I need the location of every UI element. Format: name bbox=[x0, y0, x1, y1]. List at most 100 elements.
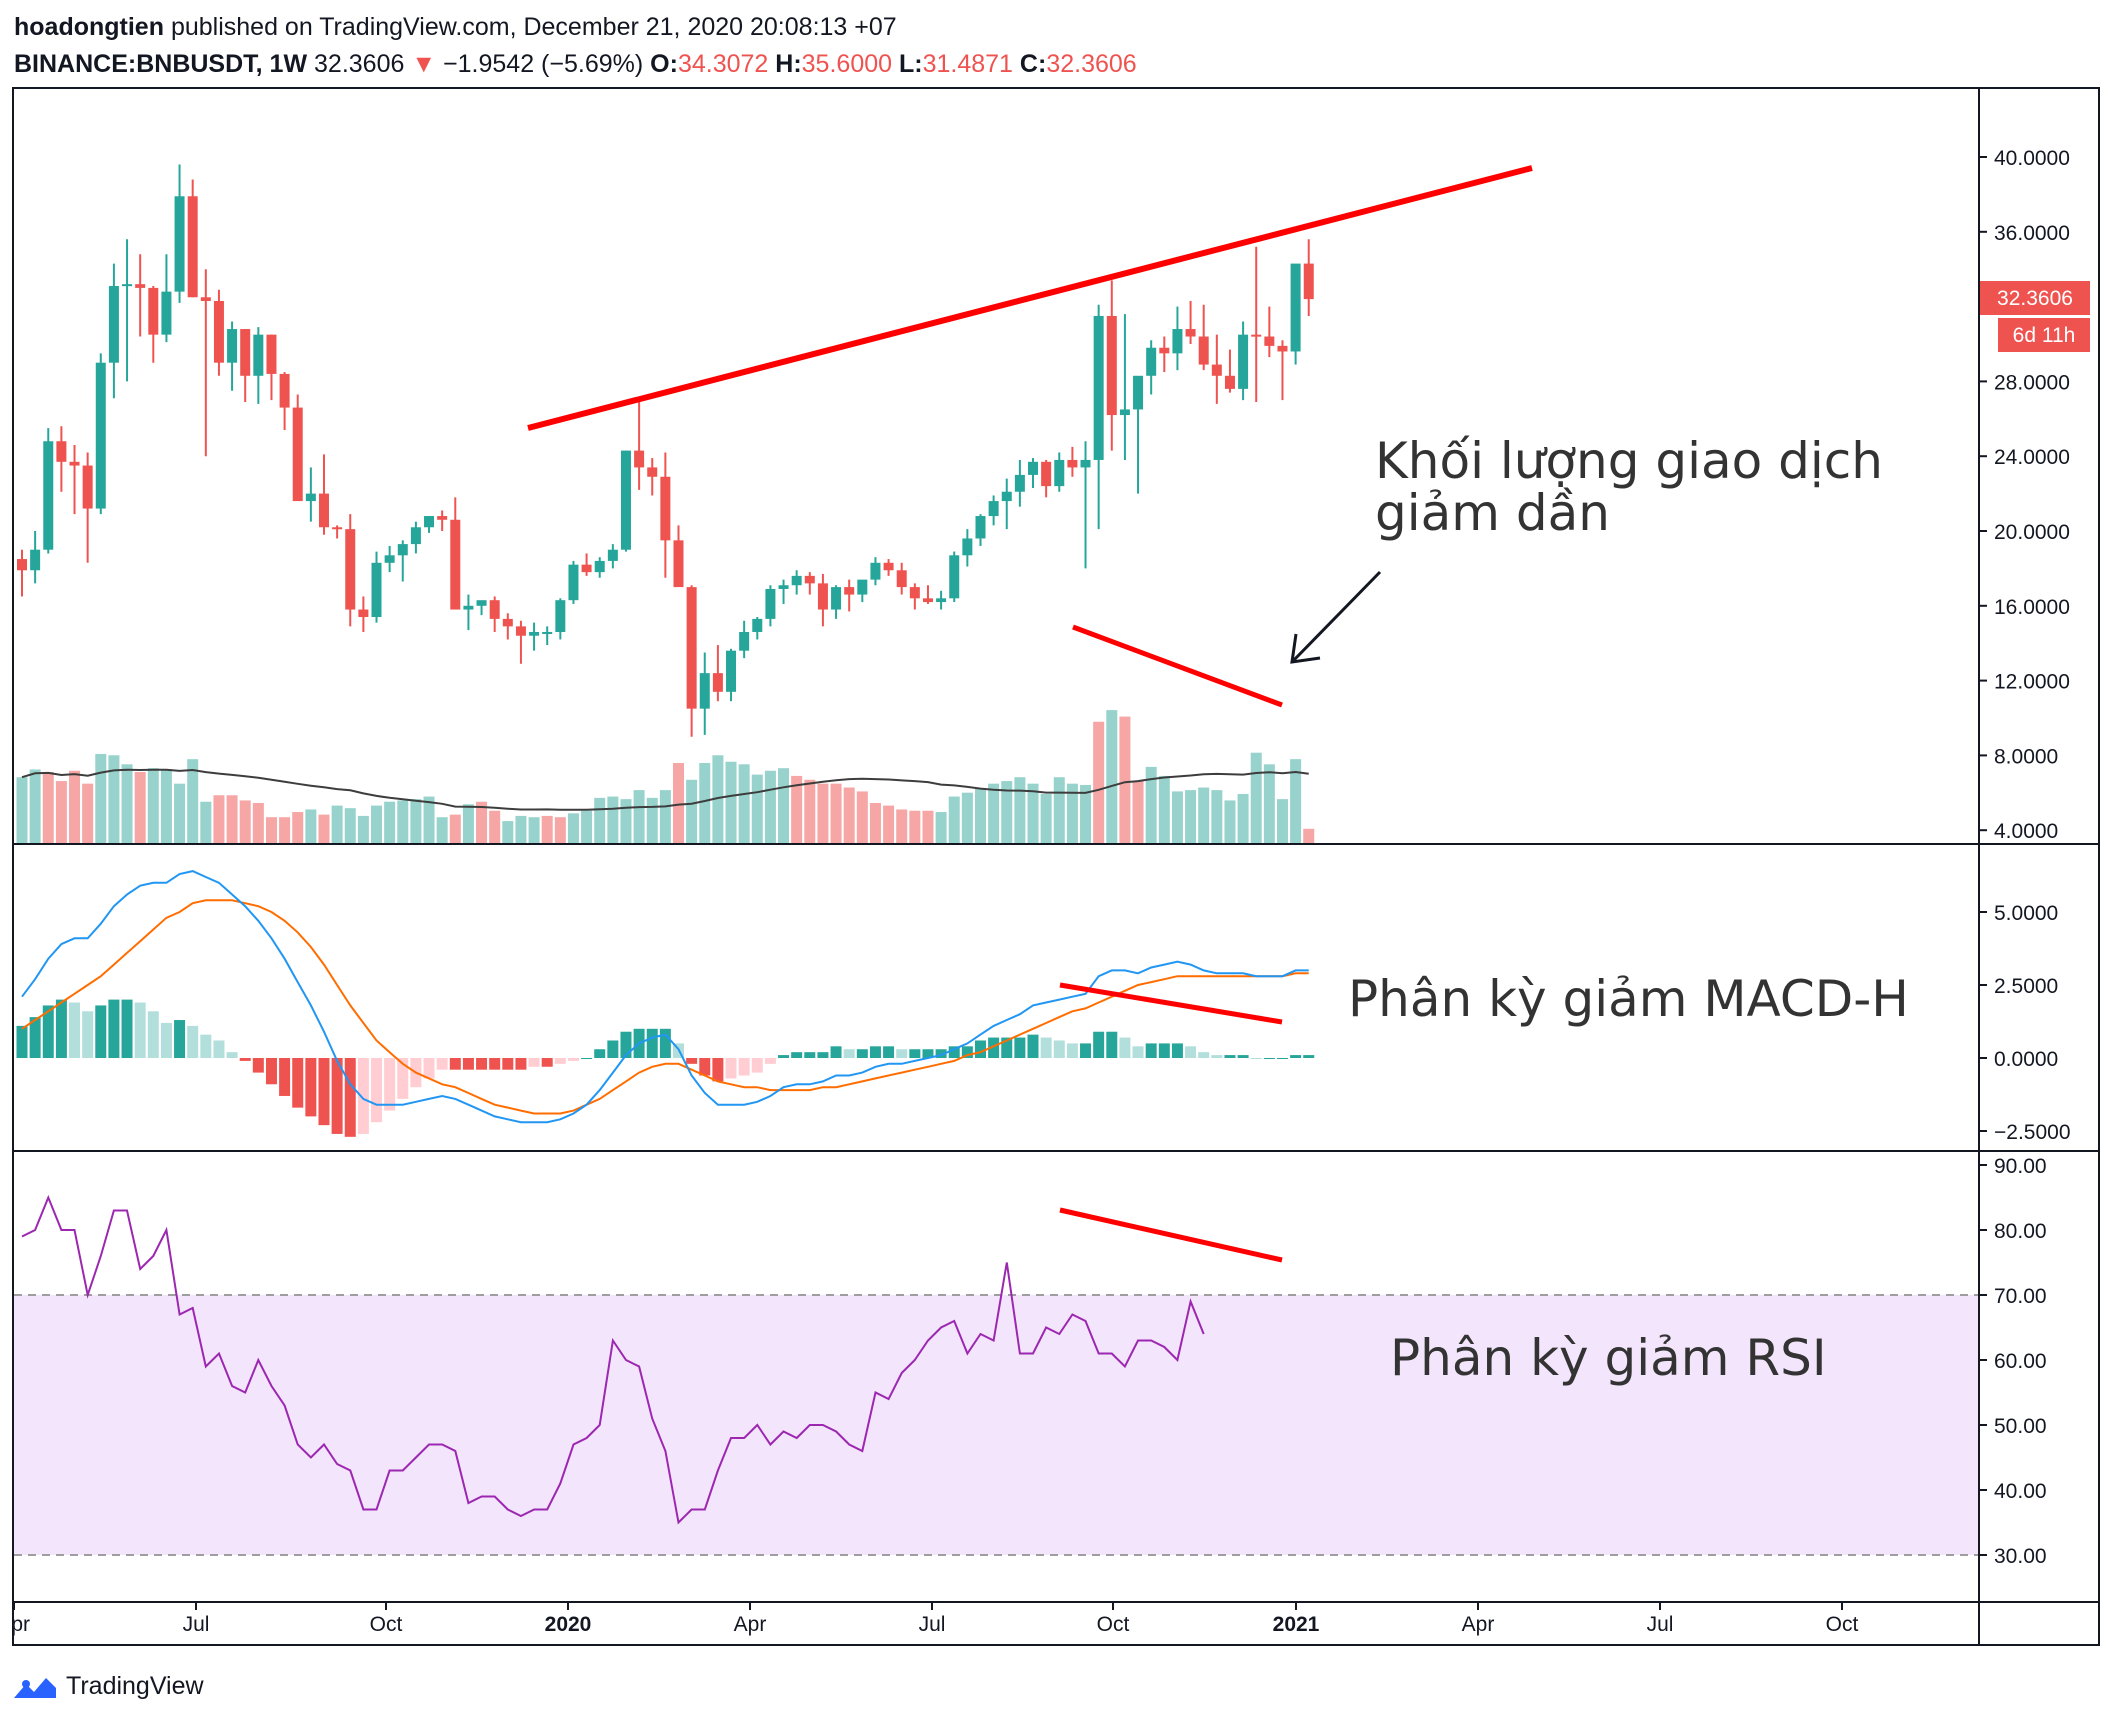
candle-body bbox=[817, 583, 828, 610]
candle-body bbox=[778, 585, 789, 589]
candle-body bbox=[424, 516, 435, 528]
rsi-divergence-line[interactable] bbox=[1059, 1207, 1283, 1263]
volume-bar bbox=[1237, 793, 1249, 843]
candle-body bbox=[1277, 345, 1288, 352]
macd-histogram-bar bbox=[1290, 1055, 1302, 1058]
annotation-rsi[interactable]: Phân kỳ giảm RSI bbox=[1390, 1329, 1827, 1387]
candle-body bbox=[56, 441, 67, 462]
high-label: H: bbox=[775, 50, 802, 78]
macd-histogram-bar bbox=[725, 1058, 737, 1079]
volume-bar bbox=[1303, 828, 1315, 843]
candle-body bbox=[187, 196, 198, 298]
volume-bar bbox=[371, 805, 383, 843]
candle-body bbox=[739, 631, 750, 651]
macd-histogram-bar bbox=[108, 999, 120, 1058]
volume-bar bbox=[1014, 777, 1026, 843]
open-value: 34.3072 bbox=[677, 50, 769, 78]
volume-bar bbox=[1145, 766, 1157, 843]
footer: TradingView bbox=[12, 1668, 204, 1704]
macd-histogram-bar bbox=[778, 1055, 790, 1058]
macd-histogram-bar bbox=[554, 1058, 566, 1064]
resistance-trendline[interactable] bbox=[527, 165, 1533, 431]
volume-bar bbox=[344, 808, 356, 843]
macd-divergence-line[interactable] bbox=[1059, 982, 1283, 1025]
volume-bar bbox=[1263, 764, 1275, 843]
rsi-band bbox=[14, 1295, 1978, 1555]
annotation-arrow-icon[interactable] bbox=[1290, 570, 1382, 664]
candle-body bbox=[1185, 329, 1196, 337]
candle-body bbox=[1054, 459, 1065, 487]
volume-divergence-line[interactable] bbox=[1072, 624, 1283, 708]
volume-bar bbox=[699, 763, 711, 843]
macd-histogram-bar bbox=[646, 1028, 658, 1058]
macd-histogram-bar bbox=[528, 1058, 540, 1067]
macd-histogram-bar bbox=[607, 1040, 619, 1058]
volume-ma-line bbox=[21, 768, 1309, 811]
candle-body bbox=[489, 600, 500, 619]
macd-histogram-bar bbox=[1224, 1055, 1236, 1058]
tradingview-logo-icon[interactable] bbox=[12, 1672, 58, 1700]
candle-body bbox=[240, 329, 251, 376]
macd-histogram-bar bbox=[1171, 1043, 1183, 1058]
author-name[interactable]: hoadongtien bbox=[14, 13, 164, 41]
candle-body bbox=[305, 493, 316, 502]
macd-histogram-bar bbox=[1001, 1037, 1013, 1058]
candle-body bbox=[174, 196, 185, 292]
volume-bar bbox=[200, 801, 212, 843]
annotation-macd[interactable]: Phân kỳ giảm MACD-H bbox=[1348, 970, 1909, 1028]
candle-body bbox=[870, 562, 881, 580]
candle-body bbox=[95, 362, 106, 509]
macd-histogram-bar bbox=[95, 1005, 107, 1058]
macd-histogram-bar bbox=[1027, 1034, 1039, 1058]
time-tick-label: Apr bbox=[734, 1613, 767, 1636]
indicator-lines bbox=[21, 870, 1309, 1525]
candlesticks bbox=[17, 164, 1314, 737]
tradingview-brand[interactable]: TradingView bbox=[66, 1671, 204, 1700]
macd-histogram-bar bbox=[961, 1046, 973, 1058]
volume-bar bbox=[646, 797, 658, 843]
macd-histogram-bar bbox=[699, 1058, 711, 1076]
volume-bar bbox=[1185, 790, 1197, 843]
macd-histogram-bar bbox=[712, 1058, 724, 1082]
candle-body bbox=[135, 284, 146, 288]
candle-body bbox=[975, 516, 986, 539]
volume-bar bbox=[751, 774, 763, 843]
candle-body bbox=[831, 587, 842, 610]
volume-bar bbox=[620, 799, 632, 843]
volume-bar bbox=[567, 813, 579, 843]
volume-bar bbox=[633, 790, 645, 843]
candle-body bbox=[1067, 459, 1078, 468]
macd-histogram-bar bbox=[869, 1046, 881, 1058]
candle-body bbox=[1093, 315, 1104, 460]
candle-body bbox=[437, 516, 448, 520]
candle-body bbox=[200, 297, 211, 301]
candle-body bbox=[529, 631, 540, 636]
volume-bar bbox=[1001, 781, 1013, 843]
low-label: L: bbox=[898, 50, 923, 78]
candle-body bbox=[463, 605, 474, 610]
candle-body bbox=[581, 564, 592, 573]
candle-body bbox=[43, 441, 54, 550]
candle-body bbox=[949, 555, 960, 599]
volume-bar bbox=[1132, 781, 1144, 843]
volume-bar bbox=[187, 759, 199, 843]
macd-histogram-bar bbox=[830, 1046, 842, 1058]
time-tick-label: Oct bbox=[370, 1613, 403, 1636]
annotation-volume-line1[interactable]: Khối lượng giao dịch bbox=[1375, 432, 1883, 490]
macd-histogram-bar bbox=[29, 1017, 41, 1058]
candle-body bbox=[397, 544, 408, 556]
macd-tick-label: 2.5000 bbox=[1994, 975, 2058, 998]
annotation-volume-line2[interactable]: giảm dần bbox=[1375, 484, 1610, 542]
macd-histogram-bar bbox=[1014, 1037, 1026, 1058]
candle-body bbox=[1041, 461, 1052, 487]
candle-body bbox=[988, 501, 999, 517]
volume-bar bbox=[673, 763, 684, 843]
volume-bar bbox=[1080, 784, 1092, 843]
volume-bar bbox=[108, 755, 120, 843]
high-value: 35.6000 bbox=[801, 50, 893, 78]
candle-body bbox=[962, 538, 973, 556]
candle-body bbox=[844, 587, 855, 595]
macd-histogram-bar bbox=[751, 1058, 763, 1073]
candle-body bbox=[161, 291, 172, 335]
